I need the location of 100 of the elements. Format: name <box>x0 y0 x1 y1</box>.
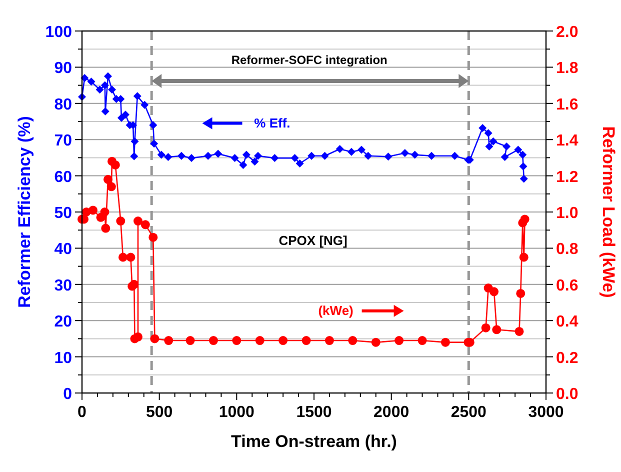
point <box>106 182 116 192</box>
point <box>130 152 138 160</box>
x-tick-label: 1500 <box>296 404 332 421</box>
point <box>133 216 142 226</box>
y2-tick-label: 1.8 <box>556 60 578 78</box>
point <box>188 154 196 162</box>
y-tick-label: 80 <box>54 96 72 114</box>
point <box>126 252 136 262</box>
point <box>118 252 128 262</box>
point <box>104 72 112 80</box>
point <box>140 220 150 230</box>
y-tick-label: 40 <box>54 241 72 258</box>
point <box>204 152 212 160</box>
y2-tick-label: 1.4 <box>556 132 578 150</box>
point <box>290 154 299 162</box>
y2-tick-label: 2.0 <box>556 24 578 41</box>
point <box>490 287 499 296</box>
point <box>514 326 524 336</box>
y2-tick-label: 0.0 <box>556 386 578 403</box>
point <box>250 158 259 166</box>
y2-tick-label: 0.6 <box>556 277 578 294</box>
x-tick-label: 1000 <box>218 404 255 421</box>
point <box>150 334 160 344</box>
point <box>110 160 120 170</box>
y2-tick-label: 1.2 <box>556 168 578 186</box>
point <box>164 152 172 161</box>
point <box>514 146 522 154</box>
x-tick-label: 2500 <box>450 404 487 421</box>
point <box>519 252 528 262</box>
point <box>428 152 436 160</box>
point <box>485 142 494 150</box>
point <box>255 336 264 345</box>
y-tick-label: 20 <box>54 314 72 331</box>
point <box>520 174 528 183</box>
point <box>133 92 142 100</box>
point <box>164 336 174 345</box>
point <box>302 336 311 345</box>
point <box>478 124 487 132</box>
point <box>418 336 427 345</box>
point <box>101 224 110 233</box>
point <box>347 148 356 156</box>
y-tick-label: 70 <box>54 132 72 150</box>
point <box>502 142 511 150</box>
point <box>121 110 130 119</box>
annotation: (kWe) <box>318 302 354 318</box>
point <box>336 145 344 154</box>
point <box>348 336 358 345</box>
y2-axis-title: Reformer Load (kWe) <box>599 126 618 298</box>
point <box>100 81 109 90</box>
y2-tick-label: 1.6 <box>556 96 578 114</box>
point <box>371 338 380 347</box>
annotation: % Eff. <box>254 115 290 130</box>
point <box>324 336 334 345</box>
point <box>519 162 528 170</box>
point <box>364 152 372 160</box>
annotation: CPOX [NG] <box>278 232 348 248</box>
point <box>410 150 419 159</box>
point <box>484 129 492 138</box>
point <box>520 214 530 224</box>
point <box>148 232 158 242</box>
point <box>149 121 158 130</box>
point <box>320 152 329 160</box>
point <box>186 336 195 345</box>
point <box>296 159 304 168</box>
y-axis-title: Reformer Efficiency (%) <box>15 116 34 308</box>
y-tick-label: 100 <box>45 24 72 41</box>
point <box>516 288 526 298</box>
point <box>440 338 450 347</box>
y-tick-label: 30 <box>54 277 72 294</box>
y2-tick-label: 0.4 <box>556 314 578 331</box>
point <box>130 137 139 146</box>
point <box>96 86 104 94</box>
point <box>80 74 89 82</box>
point <box>101 107 110 116</box>
y2-tick-label: 1.0 <box>556 205 578 222</box>
point <box>270 154 279 162</box>
point <box>103 174 112 184</box>
point <box>518 150 527 159</box>
point <box>157 150 166 159</box>
point <box>88 206 98 215</box>
point <box>150 140 158 148</box>
point <box>384 152 392 161</box>
x-tick-label: 0 <box>78 404 87 421</box>
point <box>232 336 242 345</box>
point <box>214 150 222 158</box>
point <box>230 154 239 162</box>
point <box>500 152 509 161</box>
point <box>400 148 409 157</box>
point <box>87 78 96 86</box>
point <box>100 208 110 216</box>
point <box>492 325 502 334</box>
point <box>239 160 248 169</box>
y2-tick-label: 0.2 <box>556 350 578 367</box>
point <box>108 86 116 94</box>
point <box>394 336 404 345</box>
x-tick-label: 3000 <box>528 404 564 421</box>
point <box>116 216 126 226</box>
point <box>177 152 186 160</box>
annotation: Reformer-SOFC integration <box>231 52 388 67</box>
point <box>450 152 459 160</box>
